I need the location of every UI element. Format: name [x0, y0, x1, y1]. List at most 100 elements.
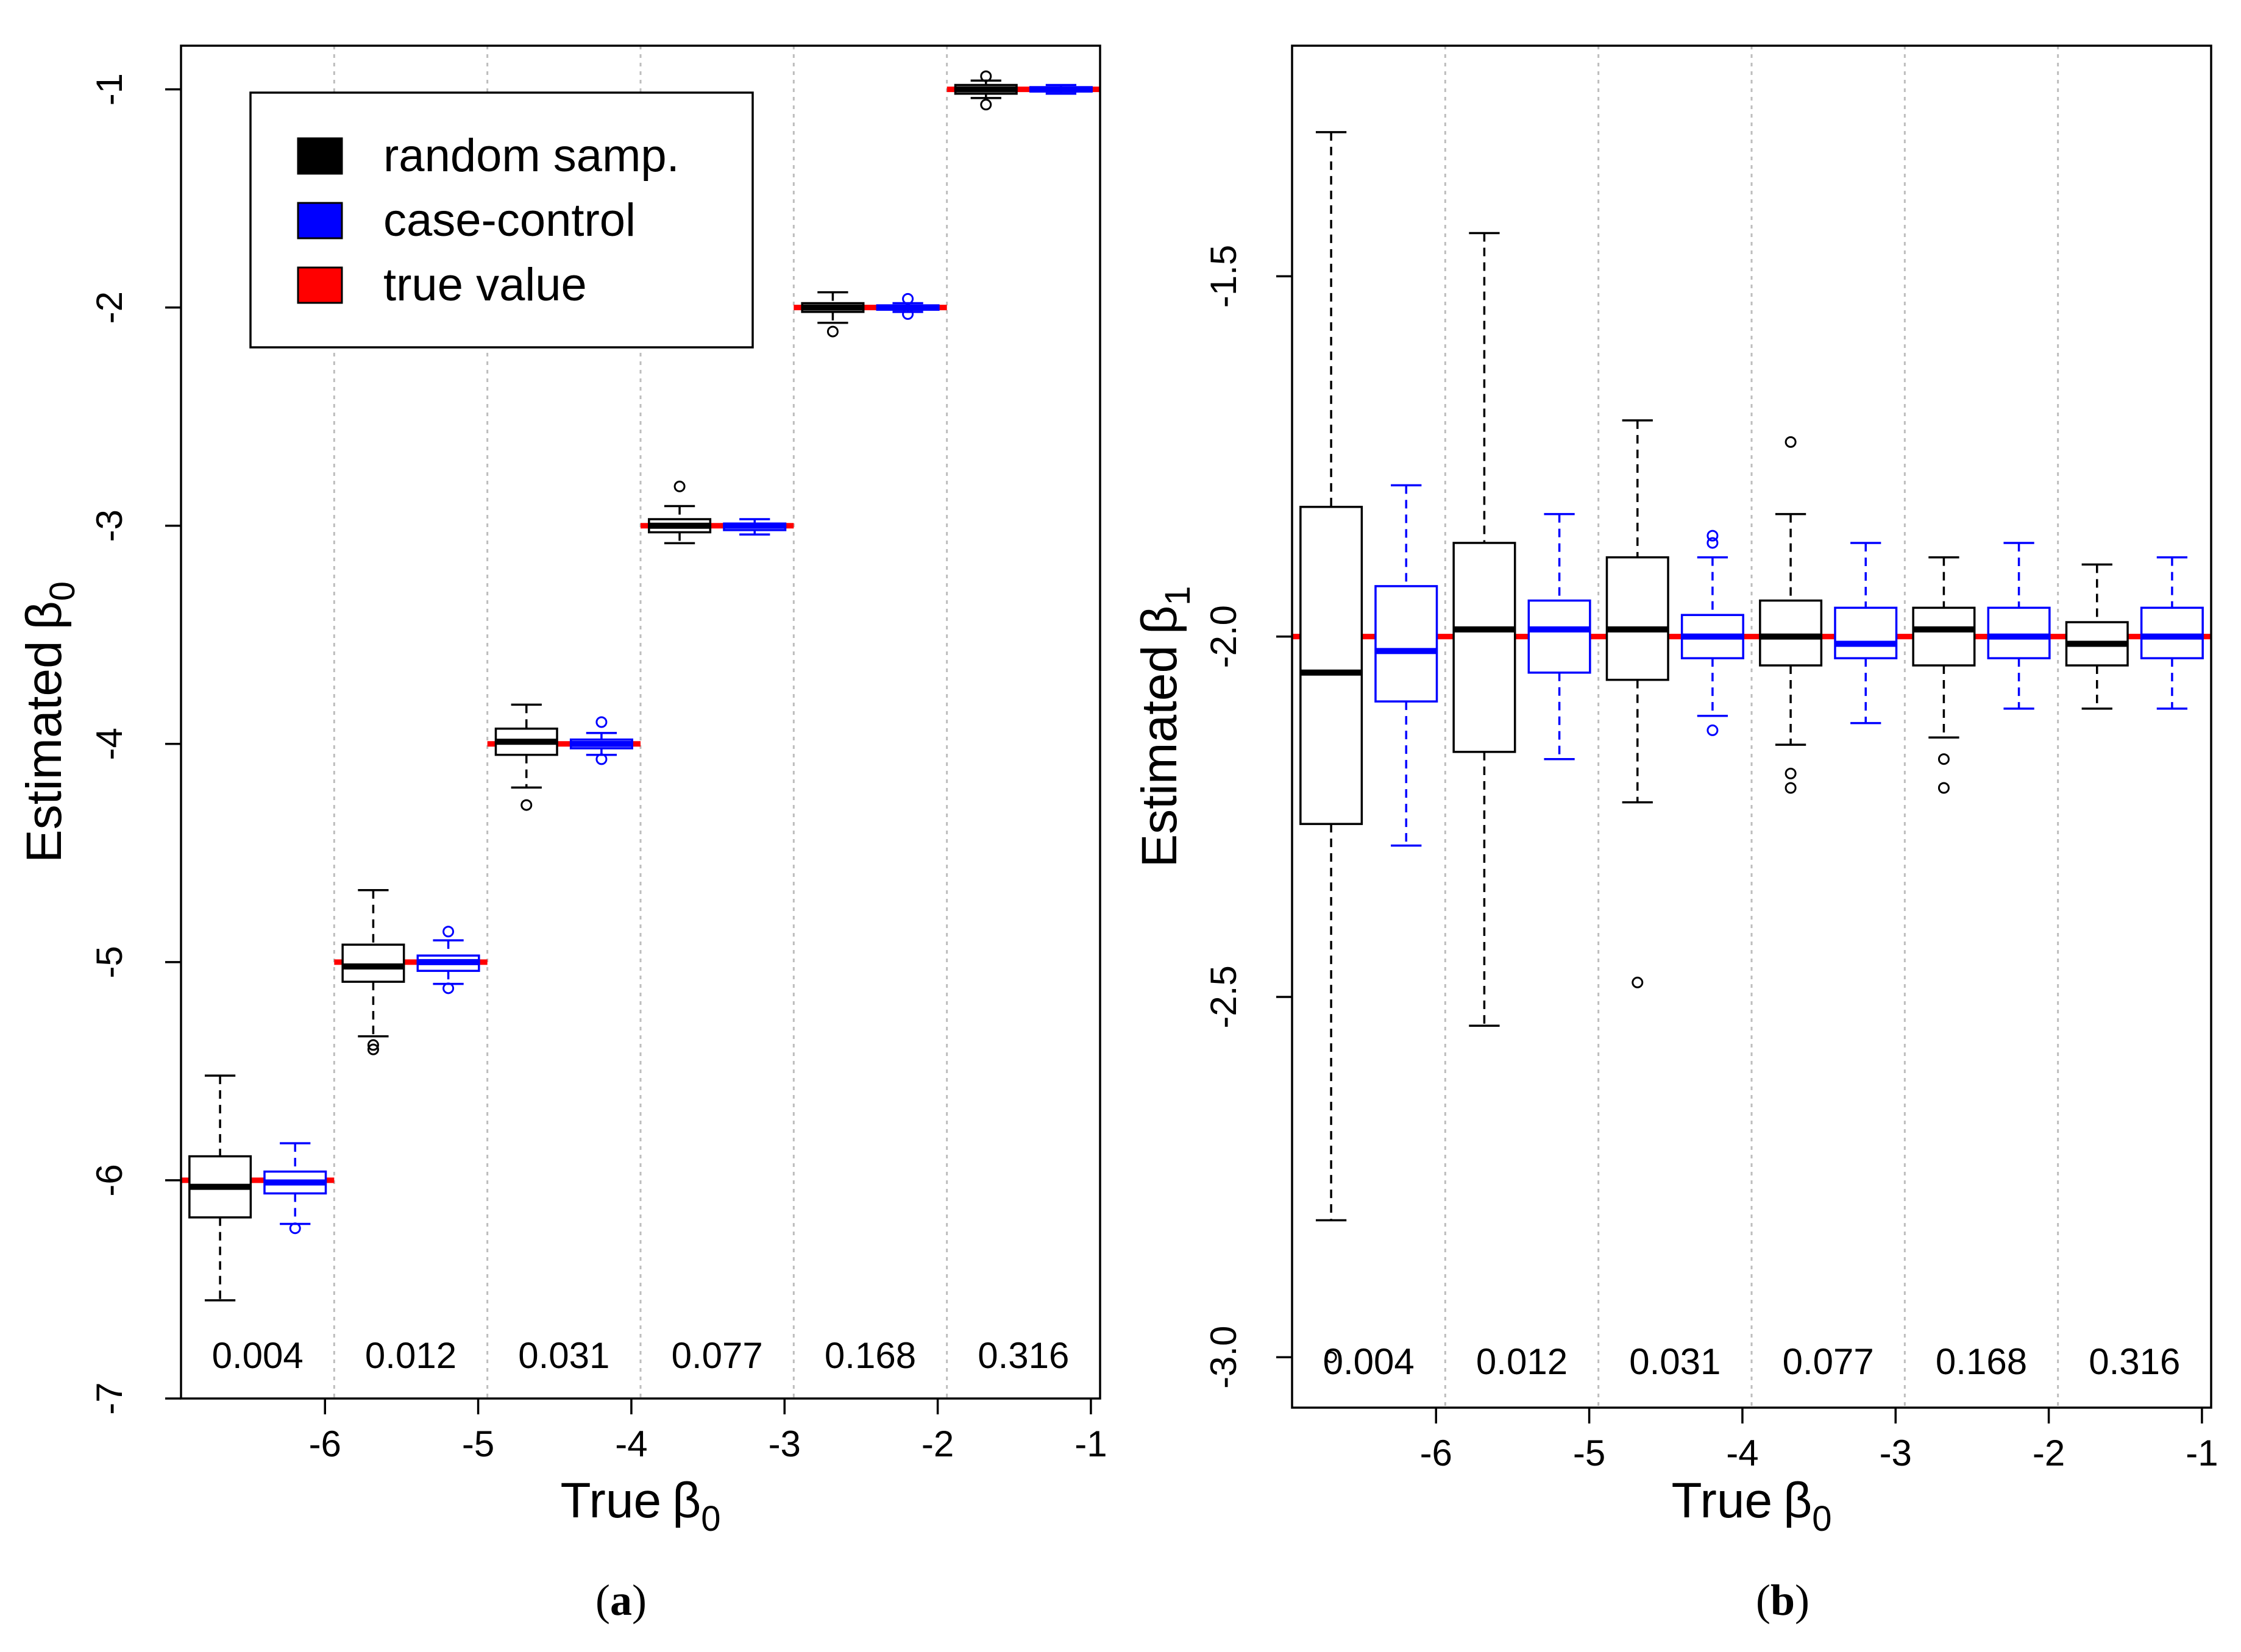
- outlier-point: [902, 292, 914, 305]
- outlier-point: [367, 1043, 379, 1055]
- x-tick-label: -1: [2186, 1433, 2218, 1473]
- panel-label: (a): [595, 1576, 647, 1625]
- box-iqr: [1912, 606, 1976, 667]
- outlier-point: [595, 753, 608, 765]
- panel-b: 0.004 0.012 0.031 0.077 0.168 0.316 -6 -5 -4 -3 -2…: [1132, 44, 2218, 1625]
- legend-swatch-random: [297, 137, 343, 175]
- y-tick-label: -6: [89, 1164, 130, 1196]
- proportion-label: 0.316: [978, 1335, 1069, 1376]
- panel-label-letter: a: [610, 1576, 632, 1625]
- boxplot-casecontrol--5: [1527, 512, 1591, 760]
- boxplot-random--1: [2065, 563, 2129, 710]
- outlier-point: [980, 70, 992, 82]
- x-axis-title-word: True: [1672, 1473, 1773, 1528]
- outlier-point: [826, 325, 839, 338]
- panel-label-letter: b: [1770, 1576, 1795, 1625]
- y-tick-label: -1: [89, 73, 130, 105]
- proportion-label: 0.004: [212, 1335, 304, 1376]
- box-iqr: [1834, 606, 1898, 659]
- boxplot-casecontrol--4: [1680, 530, 1744, 736]
- boxplot-casecontrol--5: [416, 926, 480, 994]
- boxplot-random--3: [1759, 436, 1823, 794]
- boxplot-casecontrol--1: [2140, 556, 2204, 710]
- panel-label-open: (: [1756, 1576, 1770, 1625]
- boxplot-random--2: [1912, 556, 1976, 794]
- y-axis-title-subscript: 0: [43, 581, 82, 601]
- box-iqr: [2140, 606, 2204, 659]
- box-iqr: [1759, 599, 1823, 667]
- y-tick-label: -2.0: [1203, 605, 1244, 668]
- y-axis-title-subscript: 1: [1158, 586, 1198, 605]
- y-tick-label: -5: [89, 946, 130, 978]
- panel-label-close: ): [632, 1576, 647, 1625]
- boxplot-random--5: [1452, 232, 1516, 1027]
- boxplot-random--4: [1605, 419, 1669, 988]
- x-tick-label: -4: [615, 1423, 647, 1464]
- y-tick-label: -2: [89, 291, 130, 324]
- proportion-label: 0.168: [1936, 1341, 2027, 1382]
- y-tick-label: -3.0: [1203, 1326, 1244, 1389]
- outlier-point: [980, 99, 992, 111]
- y-axis-title: Estimated β0: [16, 581, 82, 863]
- outlier-point: [289, 1222, 301, 1235]
- x-tick-label: -3: [769, 1423, 801, 1464]
- boxplot-casecontrol--3: [723, 518, 787, 536]
- proportion-label: 0.031: [518, 1335, 609, 1376]
- outlier-point: [1785, 782, 1797, 794]
- outlier-point: [1785, 767, 1797, 779]
- boxplot-random--6: [1299, 131, 1363, 1363]
- legend-label-truth: true value: [383, 259, 587, 311]
- box-iqr: [1374, 585, 1438, 703]
- outlier-point: [367, 1039, 379, 1051]
- boxplot-casecontrol--3: [1834, 542, 1898, 725]
- panel-a: 0.004 0.012 0.031 0.077 0.168 0.316 -6 -5 -4 -3 -2…: [16, 44, 1107, 1625]
- plot-frame: [1291, 44, 2212, 1409]
- x-tick-label: -2: [2033, 1433, 2065, 1473]
- box-iqr: [1987, 606, 2051, 659]
- boxplot-random--6: [188, 1074, 252, 1302]
- x-tick-label: -6: [1420, 1433, 1452, 1473]
- proportion-label: 0.316: [2089, 1341, 2180, 1382]
- box-iqr: [1605, 556, 1669, 681]
- y-tick-label: -4: [89, 728, 130, 760]
- panel-label-close: ): [1795, 1576, 1809, 1625]
- x-tick-label: -5: [1573, 1433, 1605, 1473]
- x-axis-title: True β0: [561, 1473, 721, 1539]
- x-axis-title-word: True: [561, 1473, 662, 1528]
- y-axis-title-symbol: β: [16, 601, 72, 629]
- boxplot-casecontrol--4: [569, 716, 633, 765]
- panel-label: (b): [1756, 1576, 1809, 1625]
- outlier-point: [1632, 976, 1644, 988]
- outlier-point: [1325, 1351, 1337, 1363]
- x-axis-title-subscript: 0: [1812, 1499, 1831, 1539]
- outlier-point: [520, 799, 533, 811]
- legend-swatch-truth: [297, 266, 343, 304]
- y-axis-title-word: Estimated: [16, 640, 72, 863]
- x-tick-label: -1: [1074, 1423, 1107, 1464]
- box-iqr: [1452, 542, 1516, 753]
- box-iqr: [1299, 506, 1363, 825]
- proportion-label: 0.012: [1476, 1341, 1568, 1382]
- x-tick-label: -2: [922, 1423, 954, 1464]
- boxplot-casecontrol--1: [1029, 83, 1093, 95]
- boxplot-random--3: [648, 480, 712, 545]
- outlier-point: [1706, 537, 1719, 549]
- proportion-label: 0.077: [1783, 1341, 1874, 1382]
- y-tick-label: -2.5: [1203, 965, 1244, 1028]
- outlier-point: [442, 982, 455, 994]
- y-tick-label: -7: [89, 1382, 130, 1414]
- y-axis-title: Estimated β1: [1132, 586, 1198, 867]
- y-axis-title-word: Estimated: [1132, 645, 1187, 868]
- outlier-point: [442, 926, 455, 938]
- legend: random samp. case-control true value: [249, 91, 754, 349]
- x-tick-label: -5: [462, 1423, 494, 1464]
- legend-label-random: random samp.: [383, 130, 680, 182]
- x-tick-label: -6: [309, 1423, 341, 1464]
- boxplot-casecontrol--2: [876, 292, 940, 320]
- y-tick-label: -3: [89, 509, 130, 542]
- box-iqr: [1527, 599, 1591, 674]
- boxplot-random--5: [341, 888, 405, 1055]
- outlier-point: [1937, 782, 1950, 794]
- outlier-point: [1706, 724, 1719, 736]
